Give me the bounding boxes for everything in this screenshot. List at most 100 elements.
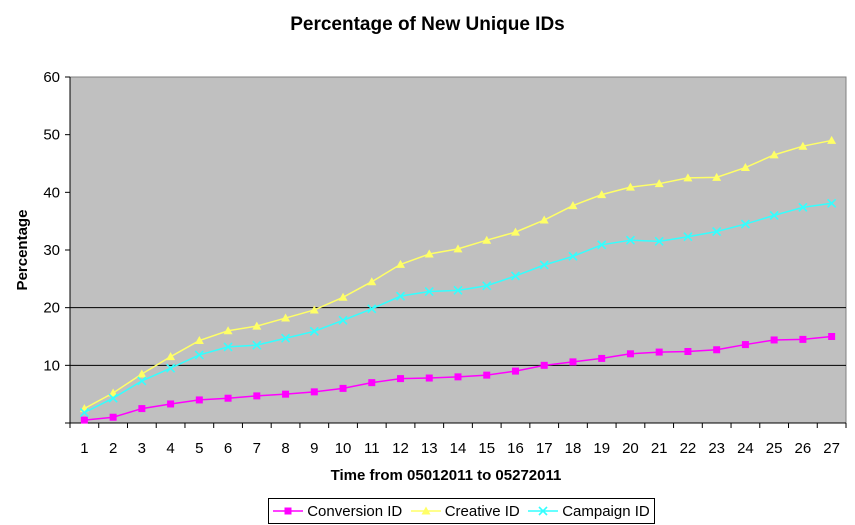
marker-stroke [538,506,548,516]
marker-stroke [798,202,808,212]
data-point [195,396,203,404]
legend-label: Conversion ID [307,502,403,520]
legend-swatch [273,507,304,515]
marker-stroke [510,271,521,281]
x-tick-label: 8 [281,440,289,457]
data-point [309,305,319,314]
data-point [224,394,232,402]
marker-stroke [395,291,406,301]
data-point [540,361,548,369]
data-point [683,232,693,242]
data-point [770,336,778,344]
marker-stroke [453,285,463,295]
x-tick-label: 20 [622,440,639,457]
x-tick-label: 21 [651,440,668,457]
data-point [194,336,204,345]
data-point [194,350,204,360]
data-point [109,413,117,421]
data-point [338,315,348,325]
data-point [421,506,431,515]
marker-stroke [625,235,636,245]
data-point [827,198,837,208]
data-point [425,374,433,382]
x-tick-label: 9 [310,440,318,457]
data-point [626,350,634,358]
x-tick-label: 11 [364,440,380,457]
data-point [280,333,291,343]
series-conversion-id [80,333,836,424]
series-creative-id [79,135,837,413]
y-tick-label: 60 [43,69,60,86]
marker-stroke [597,240,607,250]
x-tick-label: 23 [708,440,725,457]
marker-stroke [769,210,779,220]
marker-stroke [482,281,492,291]
x-tick-label: 10 [335,440,352,457]
legend: Conversion ID Creative ID Campaign ID [268,498,655,524]
marker-stroke [683,232,693,242]
x-axis-title: Time from 05012011 to 05272011 [331,467,562,484]
data-point [282,390,290,398]
data-point [79,408,89,418]
marker-stroke [223,342,233,352]
data-point [284,507,292,515]
data-point [367,277,377,286]
x-tick-label: 16 [507,440,524,457]
data-point [339,384,347,392]
data-point [396,259,406,268]
data-point [769,210,779,220]
data-point [683,173,693,182]
marker-stroke [367,304,377,314]
legend-swatch [410,506,441,515]
marker-stroke [194,350,204,360]
x-tick-label: 19 [593,440,610,457]
data-point [598,354,606,362]
data-point [539,215,549,224]
data-point [80,416,88,424]
data-point [625,235,636,245]
data-point [424,286,434,297]
marker-stroke [108,393,118,403]
data-point [309,326,319,336]
x-tick-label: 14 [450,440,467,457]
series-campaign-id [79,198,837,418]
data-point [568,251,578,261]
data-point [597,240,607,250]
data-point [511,367,519,375]
data-point [252,321,262,330]
marker-stroke [79,408,89,418]
data-point [166,352,176,361]
marker-stroke [252,340,262,350]
legend-item: Creative ID [410,503,520,520]
marker-stroke [568,251,578,261]
data-point [482,281,492,291]
x-tick-label: 17 [536,440,553,457]
chart-title: Percentage of New Unique IDs [290,14,565,35]
data-point [137,376,147,386]
x-tick-label: 22 [680,440,697,457]
data-point [453,285,463,295]
data-point [597,190,607,199]
gridlines [70,307,846,366]
data-point [539,260,549,270]
x-tick-label: 13 [421,440,438,457]
data-point [510,271,521,281]
x-tick-label: 27 [823,440,840,457]
data-point [684,347,692,355]
marker-stroke [740,219,750,229]
data-point [137,369,147,378]
data-point [424,249,434,258]
x-tick-label: 18 [565,440,582,457]
data-point [625,182,635,191]
data-point [655,348,663,356]
legend-item: Campaign ID [528,503,650,520]
data-point [828,333,836,340]
x-tick-label: 24 [737,440,754,457]
data-point [538,506,548,516]
x-tick-label: 12 [392,440,409,457]
data-point [108,388,118,397]
y-axis-title: Percentage [14,210,31,291]
x-tick-label: 2 [109,440,117,457]
data-point [713,346,721,354]
